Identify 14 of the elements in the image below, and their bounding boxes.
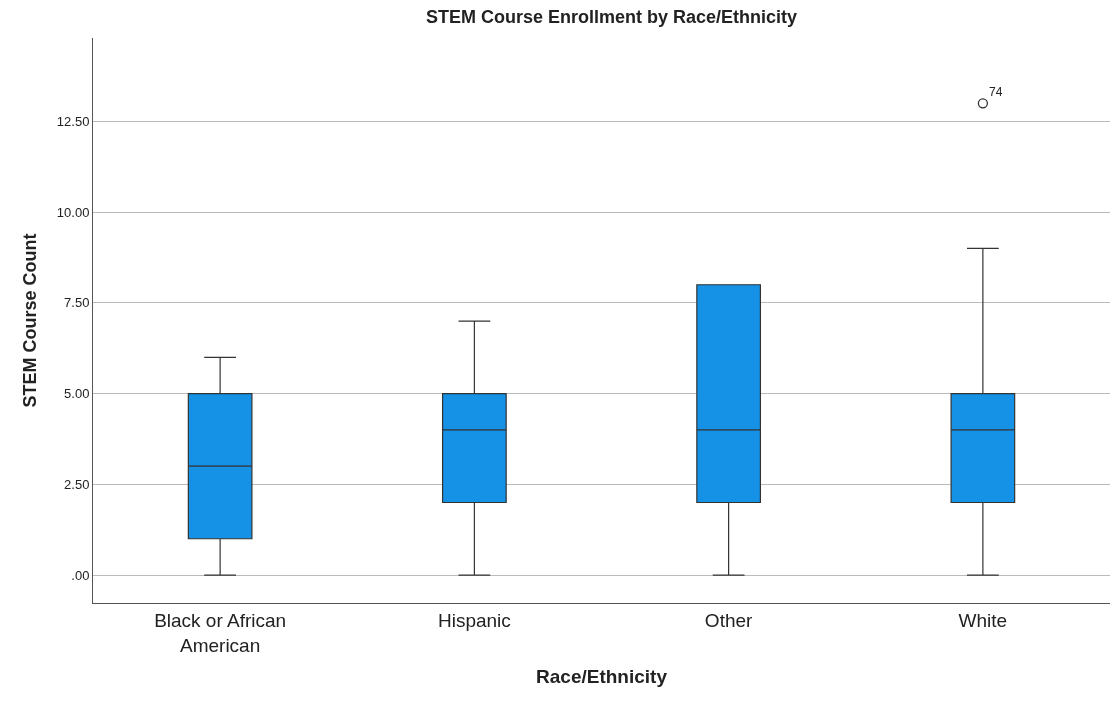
- x-tick-label: Black or African American: [154, 609, 287, 656]
- annotation: 74: [989, 85, 1003, 99]
- x-tick-label: White: [958, 609, 1008, 631]
- y-tick-label: 5.00: [64, 386, 90, 402]
- x-tick-label: Hispanic: [437, 609, 511, 631]
- y-axis-title: STEM Course Count: [20, 233, 41, 408]
- y-tick-label: 2.50: [64, 476, 90, 492]
- y-tick-label: .00: [71, 567, 90, 583]
- y-tick-label: 12.50: [56, 114, 90, 130]
- y-tick-label: 7.50: [64, 295, 90, 311]
- y-tick-label: 10.00: [56, 204, 90, 220]
- chart-title: STEM Course Enrollment by Race/Ethnicity: [426, 7, 798, 28]
- x-tick-label: Other: [704, 609, 754, 631]
- x-axis-title: Race/Ethnicity: [536, 666, 668, 688]
